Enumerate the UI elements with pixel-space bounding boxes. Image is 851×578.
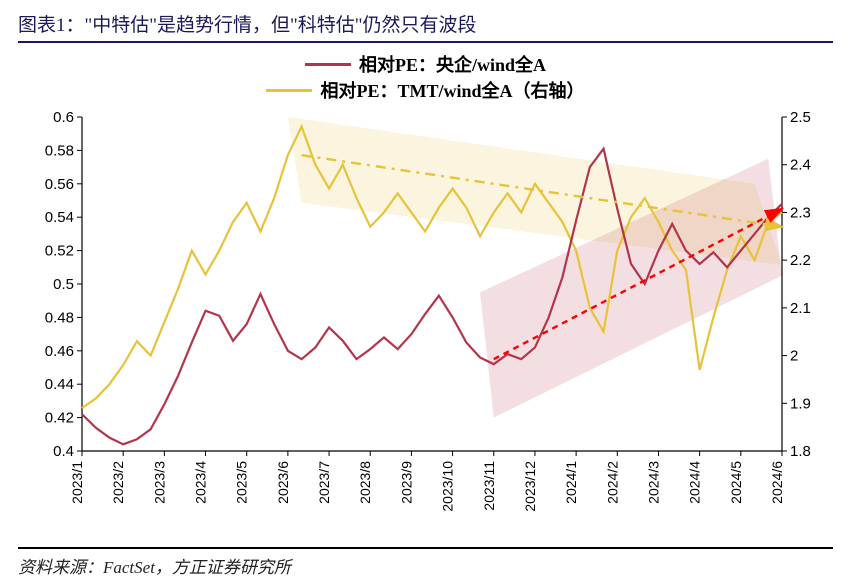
x-tick: 2023/5 bbox=[233, 461, 249, 504]
chart-area: 0.4 0.42 0.44 0.46 0.48 0.5 0.52 0.54 0.56 0.58 0.… bbox=[26, 109, 826, 541]
x-tick: 2024/1 bbox=[563, 461, 579, 504]
x-tick: 2024/4 bbox=[686, 461, 702, 504]
x-tick: 2023/7 bbox=[316, 461, 332, 504]
x-tick: 2024/3 bbox=[645, 461, 661, 504]
yright-tick: 1.9 bbox=[790, 395, 811, 412]
x-tick: 2024/6 bbox=[769, 461, 785, 504]
yleft-tick: 0.58 bbox=[44, 142, 73, 159]
legend-swatch-2 bbox=[266, 89, 312, 92]
yleft-tick: 0.56 bbox=[44, 176, 73, 193]
x-tick: 2023/10 bbox=[439, 461, 455, 512]
yleft-tick: 0.6 bbox=[53, 109, 74, 126]
legend-label-2: 相对PE：TMT/wind全A（右轴） bbox=[320, 77, 584, 103]
yleft-tick: 0.4 bbox=[53, 443, 74, 460]
yright-tick: 2.3 bbox=[790, 204, 811, 221]
yright-tick: 2.4 bbox=[790, 157, 811, 174]
x-tick: 2023/6 bbox=[274, 461, 290, 504]
chart-title: 图表1："中特估"是趋势行情，但"科特估"仍然只有波段 bbox=[18, 10, 833, 43]
legend: 相对PE：央企/wind全A 相对PE：TMT/wind全A（右轴） bbox=[18, 51, 833, 103]
yright-tick: 2.1 bbox=[790, 300, 811, 317]
x-tick: 2023/3 bbox=[151, 461, 167, 504]
chart-source: 资料来源：FactSet，方正证券研究所 bbox=[18, 547, 833, 578]
x-tick: 2023/2 bbox=[110, 461, 126, 504]
yright-tick: 1.8 bbox=[790, 443, 811, 460]
legend-item-2: 相对PE：TMT/wind全A（右轴） bbox=[266, 77, 584, 103]
yright-tick: 2.5 bbox=[790, 109, 811, 126]
legend-label-1: 相对PE：央企/wind全A bbox=[359, 51, 546, 77]
yleft-tick: 0.44 bbox=[44, 376, 73, 393]
legend-item-1: 相对PE：央企/wind全A bbox=[305, 51, 546, 77]
yleft-tick: 0.5 bbox=[53, 276, 74, 293]
x-tick: 2023/12 bbox=[521, 461, 537, 512]
x-tick: 2023/9 bbox=[398, 461, 414, 504]
yleft-tick: 0.52 bbox=[44, 243, 73, 260]
yleft-tick: 0.46 bbox=[44, 343, 73, 360]
yright-tick: 2.2 bbox=[790, 252, 811, 269]
yleft-tick: 0.42 bbox=[44, 410, 73, 427]
chart-svg: 0.4 0.42 0.44 0.46 0.48 0.5 0.52 0.54 0.56 0.58 0.… bbox=[26, 109, 826, 541]
x-tick: 2023/11 bbox=[480, 461, 496, 511]
yleft-tick: 0.54 bbox=[44, 209, 73, 226]
x-tick: 2023/8 bbox=[357, 461, 373, 504]
x-tick: 2024/5 bbox=[727, 461, 743, 504]
x-tick: 2024/2 bbox=[604, 461, 620, 504]
x-tick: 2023/4 bbox=[192, 461, 208, 504]
yright-tick: 2 bbox=[790, 348, 798, 365]
x-tick: 2023/1 bbox=[69, 461, 85, 504]
yleft-tick: 0.48 bbox=[44, 309, 73, 326]
legend-swatch-1 bbox=[305, 63, 351, 66]
